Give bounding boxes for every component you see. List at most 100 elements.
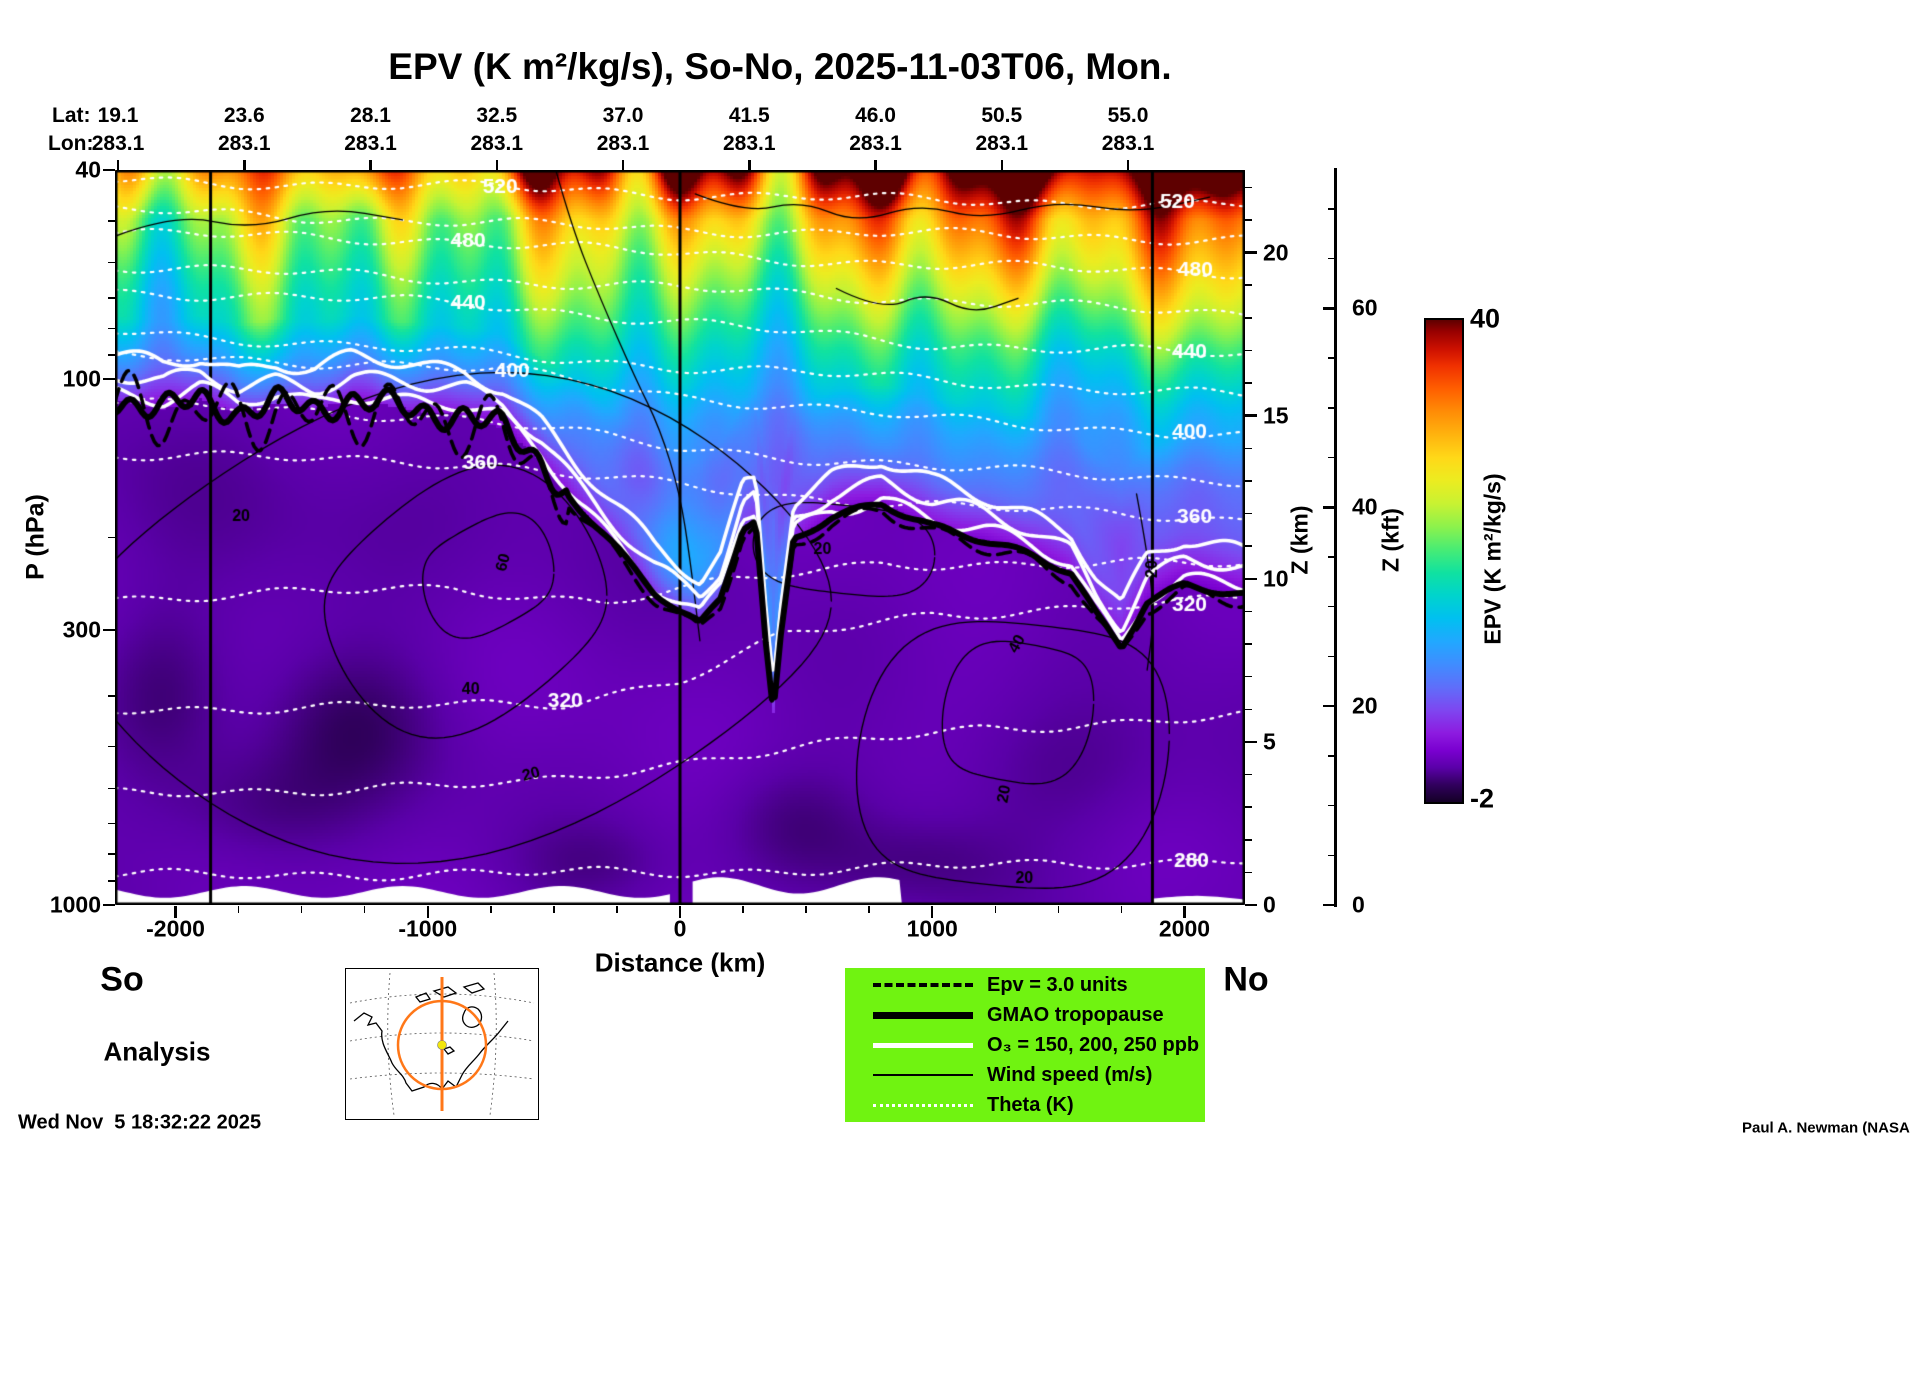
- lat-value: 37.0: [602, 104, 644, 127]
- lat-value: 28.1: [350, 104, 391, 127]
- pressure-axis-label: P (hPa): [21, 494, 50, 580]
- lon-value: 283.1: [1101, 132, 1155, 155]
- altitude-km-minor-tick: [1245, 512, 1252, 515]
- distance-minor-tick: [616, 906, 618, 913]
- lat-tick: [1000, 160, 1003, 170]
- altitude-km-minor-tick: [1245, 773, 1252, 776]
- altitude-km-tick-label: 15: [1263, 402, 1289, 429]
- altitude-km-tick: [1245, 251, 1257, 254]
- distance-minor-tick: [1120, 906, 1123, 913]
- altitude-km-tick: [1245, 740, 1257, 744]
- credit: Paul A. Newman (NASA: [1742, 1119, 1910, 1137]
- legend-label-epv3: Epv = 3.0 units: [987, 973, 1128, 996]
- altitude-kft-tick: [1323, 903, 1334, 907]
- distance-tick: [930, 906, 934, 918]
- altitude-kft-tick: [1323, 704, 1334, 708]
- map-center-marker: [437, 1040, 447, 1050]
- colorbar: [1424, 318, 1464, 804]
- lat-tick: [874, 160, 877, 170]
- altitude-kft-tick-label: 0: [1352, 891, 1365, 918]
- pressure-minor-tick: [108, 853, 115, 855]
- altitude-km-tick-label: 5: [1263, 728, 1276, 755]
- altitude-km-tick-label: 20: [1263, 239, 1289, 266]
- altitude-km-tick-label: 0: [1263, 891, 1276, 918]
- lat-value: 41.5: [728, 104, 770, 127]
- distance-tick-label: -2000: [146, 915, 205, 942]
- distance-tick: [174, 906, 177, 918]
- legend-sample-wind-line: [873, 1074, 973, 1076]
- altitude-km-tick: [1245, 903, 1257, 907]
- lon-value: 283.1: [849, 132, 902, 155]
- distance-tick: [1183, 906, 1186, 918]
- colorbar-min-label: -2: [1470, 783, 1495, 814]
- pressure-minor-tick: [108, 220, 115, 222]
- pressure-minor-tick: [108, 822, 115, 825]
- distance-minor-tick: [742, 906, 744, 913]
- distance-tick-label: 2000: [1158, 915, 1211, 942]
- legend-item-theta: Theta (K): [845, 1094, 1205, 1117]
- lon-value: 283.1: [596, 132, 650, 155]
- lon-row-label: Lon:: [48, 132, 94, 155]
- lon-value: 283.1: [217, 132, 271, 155]
- lat-tick: [243, 160, 246, 170]
- altitude-kft-tick-label: 20: [1352, 692, 1378, 719]
- lat-value: 46.0: [855, 104, 896, 127]
- altitude-km-tick-label: 10: [1263, 565, 1289, 592]
- legend-item-ozone: O₃ = 150, 200, 250 ppb: [845, 1034, 1205, 1057]
- distance-tick-label: 0: [673, 915, 687, 942]
- altitude-kft-tick-label: 60: [1352, 294, 1378, 321]
- pressure-minor-tick: [108, 745, 115, 748]
- altitude-km-axis-label: Z (km): [1286, 505, 1313, 575]
- lat-value: 23.6: [223, 104, 265, 127]
- distance-minor-tick: [1057, 906, 1060, 913]
- lat-tick: [495, 160, 498, 170]
- legend-label-theta: Theta (K): [987, 1093, 1074, 1116]
- altitude-km-minor-tick: [1245, 708, 1252, 711]
- lat-value: 32.5: [476, 104, 518, 127]
- pressure-minor-tick: [108, 787, 115, 790]
- lat-tick: [621, 160, 625, 170]
- pressure-tick-label: 100: [62, 365, 101, 392]
- legend-sample-theta-line: [873, 1103, 973, 1107]
- altitude-km-minor-tick: [1245, 871, 1252, 874]
- altitude-kft-tick: [1323, 307, 1334, 310]
- lon-value: 283.1: [344, 132, 397, 155]
- lon-value: 283.1: [975, 132, 1029, 155]
- lat-tick: [369, 160, 372, 170]
- altitude-km-minor-tick: [1245, 447, 1252, 450]
- colorbar-max-label: 40: [1470, 303, 1501, 334]
- altitude-km-minor-tick: [1245, 839, 1252, 841]
- pressure-minor-tick: [108, 695, 115, 697]
- pressure-minor-tick: [108, 297, 115, 299]
- altitude-kft-axis-line: [1334, 168, 1337, 907]
- pressure-tick: [103, 628, 115, 632]
- altitude-km-minor-tick: [1245, 806, 1252, 808]
- distance-tick-label: -1000: [398, 915, 458, 942]
- altitude-km-minor-tick: [1245, 545, 1252, 547]
- altitude-km-tick: [1245, 577, 1257, 581]
- altitude-kft-tick: [1323, 506, 1334, 509]
- legend-item-wind-speed: Wind speed (m/s): [845, 1064, 1205, 1087]
- distance-tick: [426, 906, 430, 918]
- map-cross-section-circle: [396, 999, 488, 1091]
- pressure-tick-label: 40: [75, 156, 101, 183]
- legend-item-tropopause: GMAO tropopause: [845, 1004, 1205, 1027]
- epv-cross-section-canvas: [115, 170, 1245, 905]
- pressure-minor-tick: [108, 536, 115, 539]
- lon-value: 283.1: [722, 132, 776, 155]
- legend-label-tropopause: GMAO tropopause: [987, 1003, 1164, 1026]
- map-inset: [345, 968, 539, 1120]
- distance-minor-tick: [300, 906, 303, 913]
- distance-minor-tick: [994, 906, 997, 913]
- altitude-km-minor-tick: [1245, 382, 1252, 384]
- altitude-kft-axis-label: Z (kft): [1377, 508, 1404, 572]
- altitude-km-minor-tick: [1245, 186, 1252, 189]
- lat-tick: [1126, 160, 1130, 170]
- pressure-tick: [103, 168, 115, 172]
- legend-sample-ozone-line: [873, 1042, 973, 1048]
- lat-tick: [116, 160, 120, 170]
- legend-label-wind: Wind speed (m/s): [987, 1063, 1153, 1086]
- lat-value: 55.0: [1107, 104, 1149, 127]
- pressure-minor-tick: [108, 261, 115, 264]
